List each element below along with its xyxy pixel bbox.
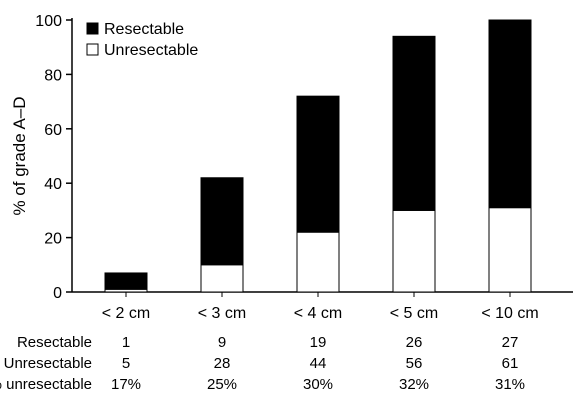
table-row-label: Resectable — [17, 334, 92, 351]
legend-label-unresectable: Unresectable — [104, 42, 198, 59]
table-cell: 17% — [111, 376, 141, 393]
bar-unresectable — [488, 207, 532, 293]
category-labels: < 2 cm < 3 cm < 4 cm < 5 cm < 10 cm — [102, 305, 539, 322]
category-label: < 10 cm — [481, 305, 538, 322]
table-cell: 32% — [399, 376, 429, 393]
bars — [104, 19, 532, 297]
axes: 0 20 40 60 80 100 — [35, 13, 573, 302]
table-cell: 5 — [122, 355, 130, 372]
y-tick-label: 20 — [44, 231, 62, 248]
bar-resectable — [104, 272, 148, 290]
legend-swatch-resectable — [86, 22, 99, 35]
table-cell: 30% — [303, 376, 333, 393]
table-row-label: Unresectable — [4, 355, 92, 372]
y-axis-label: % of grade A–D — [10, 96, 29, 215]
y-tick-label: 40 — [44, 176, 62, 193]
table-cell: 26 — [406, 334, 423, 351]
y-tick-label: 100 — [35, 13, 62, 30]
table-cell: 25% — [207, 376, 237, 393]
y-tick-label: 80 — [44, 67, 62, 84]
table-cell: 28 — [214, 355, 231, 372]
category-label: < 5 cm — [390, 305, 438, 322]
category-label: < 3 cm — [198, 305, 246, 322]
category-label: < 2 cm — [102, 305, 150, 322]
table-cell: 31% — [495, 376, 525, 393]
table-cell: 27 — [502, 334, 519, 351]
y-tick-label: 0 — [53, 285, 62, 302]
bar-unresectable — [392, 209, 436, 293]
category-label: < 4 cm — [294, 305, 342, 322]
table-cell: 44 — [310, 355, 327, 372]
bar-resectable — [200, 177, 244, 266]
table-cell: 1 — [122, 334, 130, 351]
data-table: Resectable19192627Unresectable528445661%… — [0, 334, 525, 393]
table-cell: 56 — [406, 355, 423, 372]
y-ticks: 0 20 40 60 80 100 — [35, 13, 72, 302]
bar-resectable — [296, 95, 340, 233]
y-tick-label: 60 — [44, 122, 62, 139]
bar-unresectable — [200, 264, 244, 293]
table-row-label: % unresectable — [0, 376, 92, 393]
bar-unresectable — [296, 231, 340, 293]
table-cell: 9 — [218, 334, 226, 351]
legend-label-resectable: Resectable — [104, 21, 184, 38]
table-cell: 19 — [310, 334, 327, 351]
table-cell: 61 — [502, 355, 519, 372]
legend-swatch-unresectable — [86, 43, 99, 56]
legend: Resectable Unresectable — [86, 21, 198, 59]
bar-resectable — [488, 19, 532, 209]
bar-resectable — [392, 35, 436, 211]
